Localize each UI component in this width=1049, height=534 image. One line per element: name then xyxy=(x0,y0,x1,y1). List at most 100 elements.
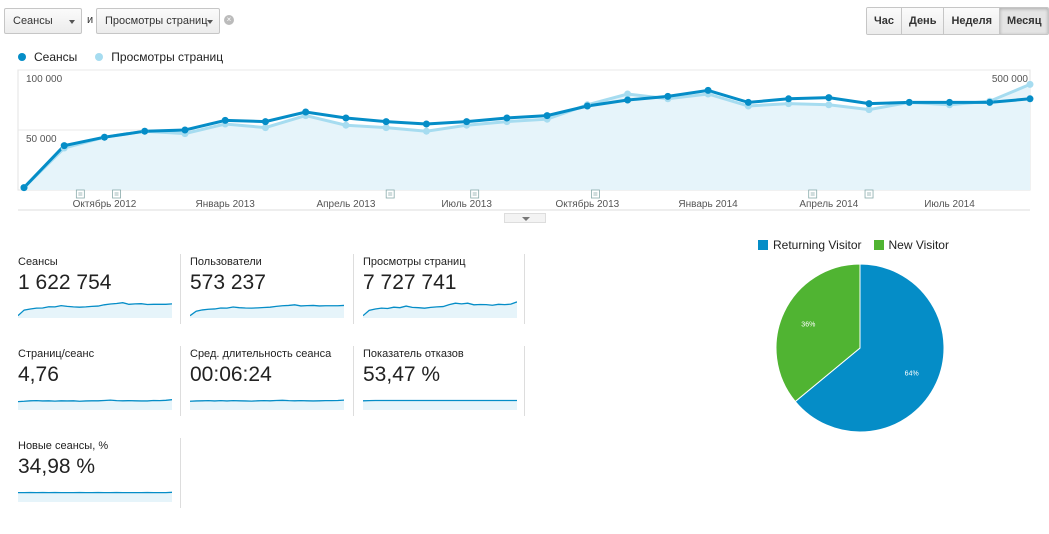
sessions-point xyxy=(261,118,269,126)
metric-tile[interactable]: Сред. длительность сеанса 00:06:24 xyxy=(190,348,350,418)
metric1-label: Сеансы xyxy=(13,15,53,27)
sessions-point xyxy=(422,120,430,128)
metric1-dropdown[interactable]: Сеансы xyxy=(4,8,82,34)
annotation-icon xyxy=(591,189,600,199)
x-tick-label: Октябрь 2012 xyxy=(73,198,137,210)
sparkline xyxy=(18,399,172,410)
metric-tile[interactable]: Показатель отказов 53,47 % xyxy=(363,348,523,418)
metric-tile[interactable]: Сеансы 1 622 754 xyxy=(18,256,178,326)
sessions-point xyxy=(382,118,390,126)
sessions-point xyxy=(785,95,793,103)
sparkline-area xyxy=(18,399,172,410)
period-week-button[interactable]: Неделя xyxy=(944,8,1001,34)
sparkline-area xyxy=(363,301,517,318)
period-selector: Час День Неделя Месяц xyxy=(866,7,1049,35)
metric-label: Страниц/сеанс xyxy=(18,348,95,360)
metric-label: Пользователи xyxy=(190,256,262,268)
sessions-point xyxy=(905,98,913,106)
tile-divider xyxy=(353,254,354,324)
legend-item-pageviews[interactable]: Просмотры страниц xyxy=(95,50,223,64)
sessions-line xyxy=(22,88,1031,189)
tile-divider xyxy=(180,438,181,508)
y-right-tick-label: 500 000 xyxy=(992,74,1029,85)
pageviews-point xyxy=(865,106,873,114)
chevron-down-icon xyxy=(69,20,75,24)
pageviews-point xyxy=(825,101,833,109)
annotation-icon xyxy=(864,189,874,199)
sessions-point xyxy=(543,112,551,120)
annotation-icon xyxy=(385,189,395,199)
x-tick-label: Апрель 2013 xyxy=(316,199,375,210)
pie-chart[interactable]: 64% 36% xyxy=(770,258,950,438)
annotation-icon xyxy=(470,189,480,199)
sparkline-line xyxy=(18,302,172,317)
sparkline-line xyxy=(363,301,517,317)
pageviews-point xyxy=(785,100,793,108)
sessions-point xyxy=(825,94,833,102)
pie-slice xyxy=(794,263,945,433)
sessions-point xyxy=(141,127,149,135)
metric-label: Новые сеансы, % xyxy=(18,440,109,452)
sparkline xyxy=(363,301,517,318)
tile-divider xyxy=(180,346,181,416)
pie-slice-label: 64% xyxy=(905,370,919,377)
legend-square-icon xyxy=(873,240,884,250)
y-left-tick-label: 100 000 xyxy=(26,74,63,85)
metric2-dropdown[interactable]: Просмотры страниц xyxy=(96,8,220,34)
sparkline-area xyxy=(190,400,344,410)
x-tick-label: Январь 2013 xyxy=(196,199,256,210)
tile-divider xyxy=(180,254,181,324)
pie-legend: Returning Visitor New Visitor xyxy=(758,238,961,252)
pageviews-point xyxy=(261,124,269,132)
legend-square-icon xyxy=(758,240,768,250)
sessions-point xyxy=(342,114,350,122)
sessions-point xyxy=(1026,95,1034,103)
sessions-point xyxy=(463,118,471,126)
annotation-icon xyxy=(112,189,121,199)
sparkline xyxy=(190,304,344,318)
sessions-point xyxy=(664,92,672,100)
metric-label: Показатель отказов xyxy=(363,348,464,360)
sessions-point xyxy=(20,184,28,192)
pie-legend-returning[interactable]: Returning Visitor xyxy=(758,238,862,252)
sessions-point xyxy=(744,98,752,106)
chart-expand-handle[interactable] xyxy=(504,213,546,223)
pie-legend-label-new: New Visitor xyxy=(888,238,949,252)
sparkline xyxy=(363,399,517,410)
period-month-button[interactable]: Месяц xyxy=(1000,8,1049,34)
legend-label-pageviews: Просмотры страниц xyxy=(111,50,224,64)
metric-tile[interactable]: Страниц/сеанс 4,76 xyxy=(18,348,178,418)
pageviews-point xyxy=(382,124,390,132)
sessions-point xyxy=(946,98,954,106)
annotation-icon xyxy=(808,189,818,199)
sessions-point xyxy=(986,98,994,106)
metric-tile[interactable]: Просмотры страниц 7 727 741 xyxy=(363,256,523,326)
triangle-down-icon xyxy=(522,217,530,221)
metric-tile[interactable]: Новые сеансы, % 34,98 % xyxy=(18,440,178,510)
metric-value: 53,47 % xyxy=(363,363,441,386)
pageviews-line xyxy=(22,83,1031,189)
metric-tile[interactable]: Пользователи 573 237 xyxy=(190,256,350,326)
sparkline xyxy=(190,399,344,410)
sessions-point xyxy=(60,142,68,150)
metric-value: 573 237 xyxy=(190,271,266,294)
tile-divider xyxy=(524,254,525,324)
metric-value: 4,76 xyxy=(18,363,59,386)
pie-legend-new[interactable]: New Visitor xyxy=(873,238,949,252)
chart-legend: Сеансы Просмотры страниц xyxy=(18,50,241,64)
chevron-down-icon xyxy=(207,20,213,24)
period-day-button[interactable]: День xyxy=(901,8,945,34)
sessions-point xyxy=(624,96,632,104)
metric-label: Сеансы xyxy=(18,256,58,268)
sparkline-area xyxy=(18,302,172,318)
legend-item-sessions[interactable]: Сеансы xyxy=(18,50,77,64)
clear-icon[interactable]: × xyxy=(224,15,234,25)
x-tick-label: Апрель 2014 xyxy=(799,199,858,210)
tile-divider xyxy=(524,346,525,416)
period-hour-button[interactable]: Час xyxy=(867,8,902,34)
sparkline-line xyxy=(190,304,344,317)
metric-value: 00:06:24 xyxy=(190,363,272,386)
pageviews-point xyxy=(1026,80,1034,88)
legend-dot-icon xyxy=(95,53,104,61)
